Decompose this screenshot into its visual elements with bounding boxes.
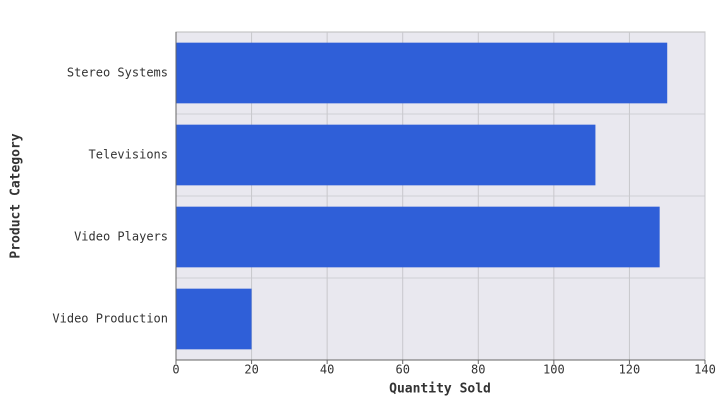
bar (176, 124, 596, 186)
x-tick-label: 120 (619, 363, 641, 377)
bar (176, 42, 668, 104)
y-axis-title: Product Category (9, 133, 24, 258)
x-tick-label: 40 (320, 363, 334, 377)
y-tick-label: Televisions (89, 148, 168, 162)
x-tick-label: 80 (471, 363, 485, 377)
y-tick-label: Video Production (52, 312, 168, 326)
x-tick-label: 60 (395, 363, 409, 377)
x-tick-label: 20 (244, 363, 258, 377)
x-tick-label: 100 (543, 363, 565, 377)
x-tick-label: 0 (172, 363, 179, 377)
bar (176, 206, 660, 268)
y-tick-label: Video Players (74, 230, 168, 244)
y-tick-label: Stereo Systems (67, 66, 168, 80)
x-axis-title: Quantity Sold (389, 382, 491, 397)
x-tick-label: 140 (694, 363, 716, 377)
bar (176, 288, 252, 350)
